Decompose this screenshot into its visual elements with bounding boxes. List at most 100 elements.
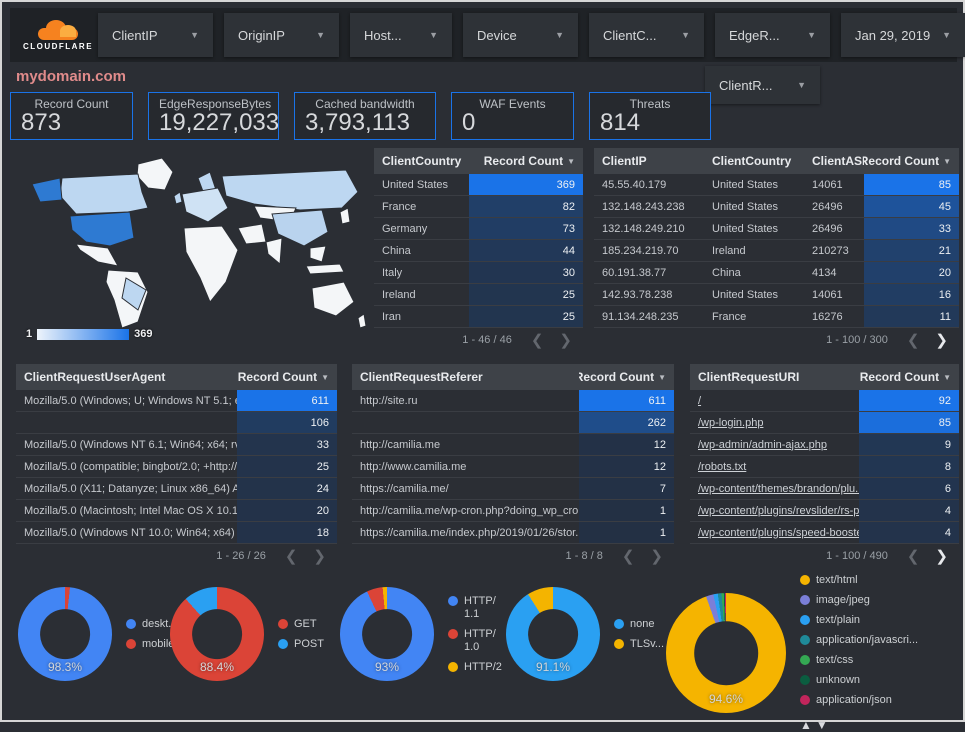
table-row[interactable]: http://camilia.me 12 bbox=[352, 434, 674, 456]
table-row[interactable]: /wp-content/plugins/revslider/rs-p... 4 bbox=[690, 500, 959, 522]
column-header[interactable]: Record Count ▼ bbox=[579, 370, 666, 384]
donut-http-method[interactable]: 88.4% bbox=[170, 587, 264, 681]
table-row[interactable]: /wp-content/plugins/speed-booste... 4 bbox=[690, 522, 959, 544]
column-header[interactable]: ClientCountry bbox=[382, 154, 462, 168]
legend-item[interactable]: application/javascri... bbox=[800, 634, 926, 647]
legend-item[interactable]: text/html bbox=[800, 574, 926, 587]
table-row[interactable]: 132.148.249.210 United States 26496 33 bbox=[594, 218, 959, 240]
filter-chip-device[interactable]: Device ▼ bbox=[463, 13, 578, 57]
column-header[interactable]: Record Count ▼ bbox=[859, 370, 951, 384]
table-row[interactable]: Mozilla/5.0 (Windows; U; Windows NT 5.1;… bbox=[16, 390, 337, 412]
uri-link[interactable]: / bbox=[698, 394, 702, 407]
column-header[interactable]: ClientASN bbox=[812, 154, 864, 168]
table-row[interactable]: 45.55.40.179 United States 14061 85 bbox=[594, 174, 959, 196]
legend-label: text/html bbox=[816, 574, 858, 586]
table-row[interactable]: http://www.camilia.me 12 bbox=[352, 456, 674, 478]
legend-item[interactable]: HTTP/2 bbox=[448, 661, 504, 674]
table-row[interactable]: /wp-content/themes/brandon/plu... 6 bbox=[690, 478, 959, 500]
filter-chip-host[interactable]: Host... ▼ bbox=[350, 13, 452, 57]
filter-chip-originip[interactable]: OriginIP ▼ bbox=[224, 13, 339, 57]
table-row[interactable]: https://camilia.me/7 bbox=[352, 478, 674, 500]
prev-page-icon[interactable]: ❮ bbox=[906, 547, 920, 565]
column-header[interactable]: ClientCountry bbox=[712, 154, 792, 168]
filter-clientrequest[interactable]: ClientR... ▼ bbox=[705, 66, 820, 104]
prev-page-icon[interactable]: ❮ bbox=[284, 547, 298, 565]
table-row[interactable]: 142.93.78.238 United States 14061 16 bbox=[594, 284, 959, 306]
table-row[interactable]: Mozilla/5.0 (X11; Datanyze; Linux x86_64… bbox=[16, 478, 337, 500]
table-row[interactable]: http://camilia.me/wp-cron.php?doing_wp_c… bbox=[352, 500, 674, 522]
filter-chip-edger[interactable]: EdgeR... ▼ bbox=[715, 13, 830, 57]
column-header[interactable]: ClientRequestReferer bbox=[360, 370, 483, 384]
filter-chip-clientc[interactable]: ClientC... ▼ bbox=[589, 13, 704, 57]
column-header[interactable]: Record Count ▼ bbox=[237, 370, 329, 384]
uri-link[interactable]: /wp-login.php bbox=[698, 416, 764, 429]
table-row[interactable]: /robots.txt 8 bbox=[690, 456, 959, 478]
table-row[interactable]: Mozilla/5.0 (compatible; bingbot/2.0; +h… bbox=[16, 456, 337, 478]
uri-link[interactable]: /wp-content/plugins/revslider/rs-p... bbox=[698, 504, 859, 517]
table-row[interactable]: 132.148.243.238 United States 26496 45 bbox=[594, 196, 959, 218]
table-row[interactable]: Mozilla/5.0 (Windows NT 10.0; Win64; x64… bbox=[16, 522, 337, 544]
table-row[interactable]: 185.234.219.70 Ireland 210273 21 bbox=[594, 240, 959, 262]
table-row[interactable]: Mozilla/5.0 (Macintosh; Intel Mac OS X 1… bbox=[16, 500, 337, 522]
table-row[interactable]: Germany 73 bbox=[374, 218, 583, 240]
legend-item[interactable]: TLSv... bbox=[614, 638, 666, 651]
column-header[interactable]: ClientRequestURI bbox=[698, 370, 800, 384]
donut-device-type[interactable]: 98.3% bbox=[18, 587, 112, 681]
legend-item[interactable]: HTTP/1.0 bbox=[448, 628, 504, 654]
legend-item[interactable]: POST bbox=[278, 638, 328, 651]
legend-item[interactable]: GET bbox=[278, 618, 328, 631]
uri-link[interactable]: /wp-content/themes/brandon/plu... bbox=[698, 482, 859, 495]
uri-link[interactable]: /wp-admin/admin-ajax.php bbox=[698, 438, 828, 451]
table-row[interactable]: 106 bbox=[16, 412, 337, 434]
donut-content-type[interactable]: 94.6% bbox=[666, 593, 786, 713]
legend-item[interactable]: HTTP/1.1 bbox=[448, 595, 504, 621]
legend-scroll-arrows[interactable]: ▲▼ bbox=[800, 718, 926, 732]
donut-tls-version[interactable]: 91.1% bbox=[506, 587, 600, 681]
table-row[interactable]: https://camilia.me/index.php/2019/01/26/… bbox=[352, 522, 674, 544]
uri-link[interactable]: /robots.txt bbox=[698, 460, 747, 473]
geo-map[interactable]: 1 369 bbox=[10, 148, 370, 352]
legend-item[interactable]: mobile bbox=[126, 638, 184, 651]
date-range-filter[interactable]: Jan 29, 2019 ▼ bbox=[841, 13, 965, 57]
next-page-icon[interactable]: ❯ bbox=[650, 547, 663, 565]
legend-item[interactable]: image/jpeg bbox=[800, 594, 926, 607]
filter-chip-clientip[interactable]: ClientIP ▼ bbox=[98, 13, 213, 57]
next-page-icon[interactable]: ❯ bbox=[559, 331, 572, 349]
table-row[interactable]: Italy 30 bbox=[374, 262, 583, 284]
legend-item[interactable]: deskt... bbox=[126, 618, 184, 631]
table-row[interactable]: Iran 25 bbox=[374, 306, 583, 328]
table-row[interactable]: http://site.ru 611 bbox=[352, 390, 674, 412]
prev-page-icon[interactable]: ❮ bbox=[621, 547, 635, 565]
table-row[interactable]: France 82 bbox=[374, 196, 583, 218]
prev-page-icon[interactable]: ❮ bbox=[906, 331, 920, 349]
table-row[interactable]: 91.134.248.235 France 16276 11 bbox=[594, 306, 959, 328]
legend-item[interactable]: unknown bbox=[800, 674, 926, 687]
donut-http-protocol[interactable]: 93% bbox=[340, 587, 434, 681]
legend-item[interactable]: text/plain bbox=[800, 614, 926, 627]
column-header[interactable]: ClientIP bbox=[602, 154, 647, 168]
legend-item[interactable]: text/css bbox=[800, 654, 926, 667]
next-page-icon[interactable]: ❯ bbox=[313, 547, 326, 565]
table-row[interactable]: 262 bbox=[352, 412, 674, 434]
next-page-icon[interactable]: ❯ bbox=[935, 547, 948, 565]
table-row[interactable]: /wp-login.php 85 bbox=[690, 412, 959, 434]
scroll-down-icon[interactable]: ▼ bbox=[815, 718, 832, 732]
legend-item[interactable]: application/json bbox=[800, 694, 926, 707]
table-row[interactable]: / 92 bbox=[690, 390, 959, 412]
table-row[interactable]: China 44 bbox=[374, 240, 583, 262]
legend-item[interactable]: none bbox=[614, 618, 666, 631]
table-row[interactable]: Ireland 25 bbox=[374, 284, 583, 306]
prev-page-icon[interactable]: ❮ bbox=[530, 331, 544, 349]
column-header[interactable]: ClientRequestUserAgent bbox=[24, 370, 166, 384]
table-row[interactable]: United States 369 bbox=[374, 174, 583, 196]
column-header[interactable]: Record Count ▼ bbox=[864, 154, 951, 168]
record-count-cell: 6 bbox=[859, 478, 959, 499]
table-row[interactable]: Mozilla/5.0 (Windows NT 6.1; Win64; x64;… bbox=[16, 434, 337, 456]
column-header[interactable]: Record Count ▼ bbox=[483, 154, 575, 168]
next-page-icon[interactable]: ❯ bbox=[935, 331, 948, 349]
scroll-up-icon[interactable]: ▲ bbox=[800, 718, 816, 732]
uri-link[interactable]: /wp-content/plugins/speed-booste... bbox=[698, 526, 859, 539]
table-row[interactable]: /wp-admin/admin-ajax.php 9 bbox=[690, 434, 959, 456]
legend-label: unknown bbox=[816, 674, 861, 686]
table-row[interactable]: 60.191.38.77 China 4134 20 bbox=[594, 262, 959, 284]
